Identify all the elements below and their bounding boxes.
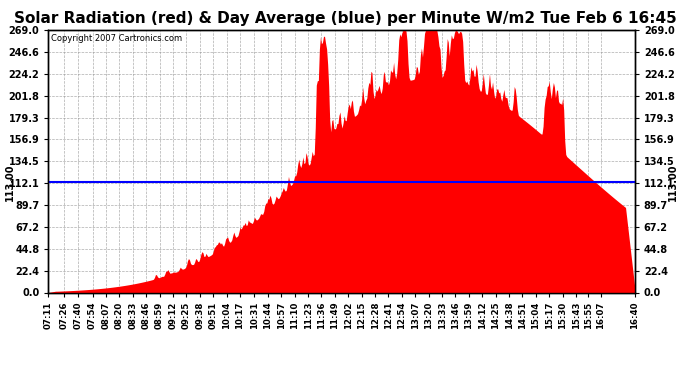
Text: 113.00: 113.00: [668, 164, 678, 201]
Text: 113.00: 113.00: [6, 164, 15, 201]
Text: Copyright 2007 Cartronics.com: Copyright 2007 Cartronics.com: [51, 34, 182, 43]
Text: Solar Radiation (red) & Day Average (blue) per Minute W/m2 Tue Feb 6 16:45: Solar Radiation (red) & Day Average (blu…: [14, 11, 676, 26]
